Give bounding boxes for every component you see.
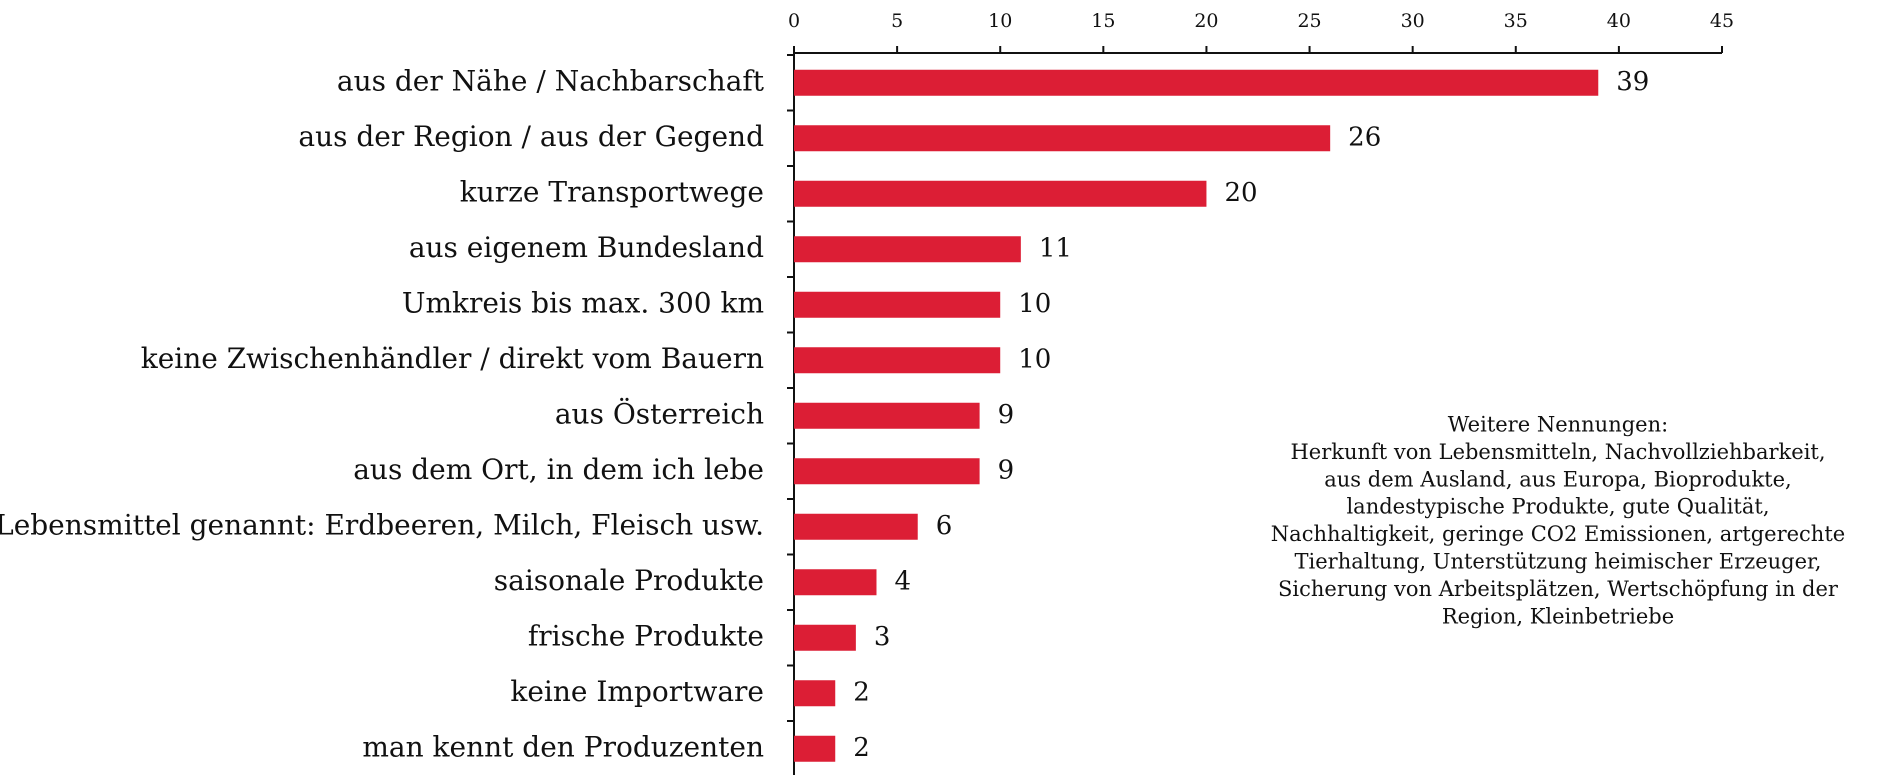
x-tick-label: 25 xyxy=(1297,10,1321,32)
annotation-line: Nachhaltigkeit, geringe CO2 Emissionen, … xyxy=(1271,522,1845,546)
x-tick-label: 40 xyxy=(1607,10,1631,32)
category-label: aus eigenem Bundesland xyxy=(409,231,764,264)
bar xyxy=(794,180,1207,207)
bar xyxy=(794,458,980,485)
category-label: keine Importware xyxy=(510,675,764,708)
category-label: Lebensmittel genannt: Erdbeeren, Milch, … xyxy=(0,508,764,541)
value-label: 11 xyxy=(1039,233,1072,263)
category-label: Umkreis bis max. 300 km xyxy=(402,286,764,319)
x-tick-label: 20 xyxy=(1194,10,1218,32)
category-label: aus Österreich xyxy=(555,396,764,430)
bar xyxy=(794,347,1001,374)
value-label: 20 xyxy=(1224,178,1257,208)
x-tick-label: 15 xyxy=(1091,10,1115,32)
value-label: 2 xyxy=(853,677,870,707)
category-label: aus der Region / aus der Gegend xyxy=(298,120,764,153)
value-label: 2 xyxy=(853,733,870,763)
x-tick-label: 10 xyxy=(988,10,1012,32)
category-label: saisonale Produkte xyxy=(494,564,764,597)
x-tick-label: 30 xyxy=(1401,10,1425,32)
annotation-title: Weitere Nennungen: xyxy=(1448,413,1668,437)
category-label: aus der Nähe / Nachbarschaft xyxy=(337,64,765,97)
bar xyxy=(794,513,918,540)
value-label: 4 xyxy=(894,566,911,596)
value-label: 10 xyxy=(1018,344,1051,374)
category-label: man kennt den Produzenten xyxy=(362,730,764,763)
bar xyxy=(794,125,1331,152)
value-label: 39 xyxy=(1616,67,1649,97)
annotation-line: Herkunft von Lebensmitteln, Nachvollzieh… xyxy=(1290,440,1825,464)
bar xyxy=(794,236,1021,263)
category-label: aus dem Ort, in dem ich lebe xyxy=(353,453,764,486)
annotation-line: Sicherung von Arbeitsplätzen, Wertschöpf… xyxy=(1278,577,1839,601)
value-label: 10 xyxy=(1018,289,1051,319)
bar xyxy=(794,680,836,707)
category-label: kurze Transportwege xyxy=(460,175,764,208)
bar xyxy=(794,624,856,651)
annotation-line: landestypische Produkte, gute Qualität, xyxy=(1346,495,1769,519)
value-label: 9 xyxy=(998,400,1015,430)
x-tick-label: 35 xyxy=(1504,10,1528,32)
x-tick-label: 45 xyxy=(1710,10,1734,32)
value-label: 9 xyxy=(998,455,1015,485)
category-label: frische Produkte xyxy=(528,619,764,652)
bar xyxy=(794,291,1001,318)
annotation-line: aus dem Ausland, aus Europa, Bioprodukte… xyxy=(1324,467,1791,491)
bar xyxy=(794,735,836,762)
annotation-line: Region, Kleinbetriebe xyxy=(1442,604,1674,628)
annotation-line: Tierhaltung, Unterstützung heimischer Er… xyxy=(1295,550,1822,574)
x-tick-label: 5 xyxy=(891,10,903,32)
bar xyxy=(794,69,1599,96)
category-label: keine Zwischenhändler / direkt vom Bauer… xyxy=(141,342,764,375)
x-tick-label: 0 xyxy=(788,10,800,32)
bar xyxy=(794,402,980,429)
bar xyxy=(794,569,877,596)
value-label: 26 xyxy=(1348,122,1381,152)
value-label: 3 xyxy=(874,622,891,652)
value-label: 6 xyxy=(936,511,953,541)
